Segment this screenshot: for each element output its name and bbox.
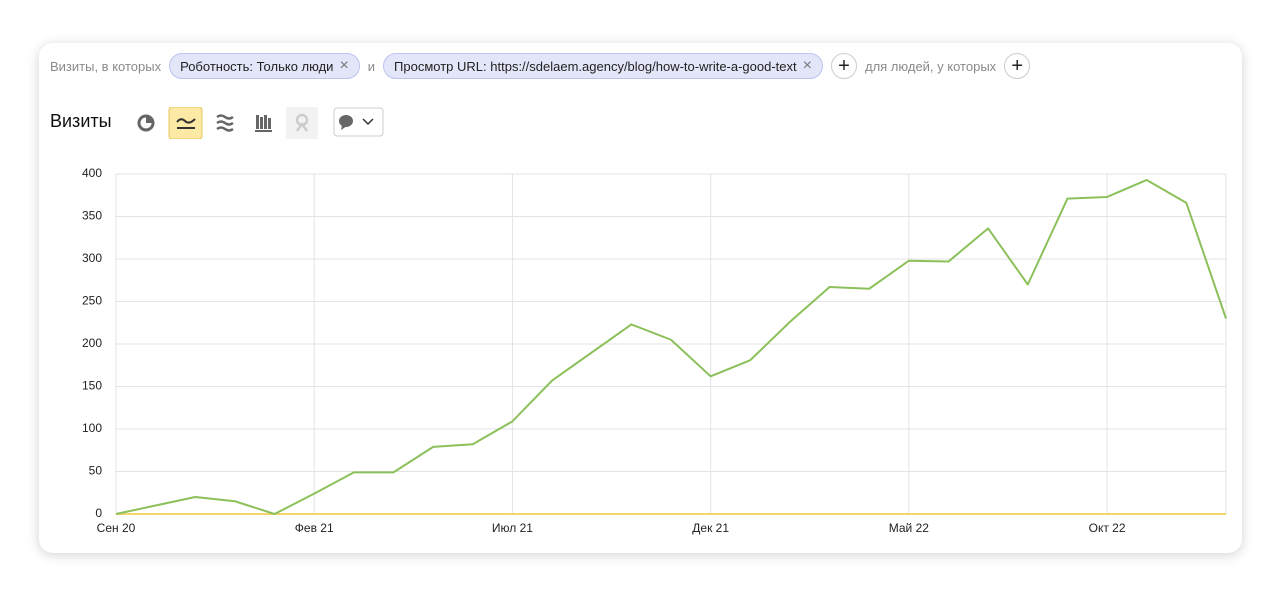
x-tick-label: Май 22 <box>889 521 930 535</box>
filter-chip[interactable]: Роботность: Только люди × <box>169 53 360 79</box>
bar-chart-button[interactable] <box>255 115 272 132</box>
filter-chip[interactable]: Просмотр URL: https://sdelaem.agency/blo… <box>383 53 823 79</box>
add-people-filter-button[interactable]: + <box>1004 53 1031 79</box>
chip-remove[interactable]: × <box>802 57 812 74</box>
report-card: Визиты, в которых Роботность: Только люд… <box>39 43 1242 553</box>
y-tick-label: 250 <box>82 294 102 308</box>
y-tick-label: 350 <box>82 209 102 223</box>
area-chart-button[interactable] <box>216 114 234 132</box>
chart-title: Визиты <box>50 111 112 131</box>
chip-remove[interactable]: × <box>339 57 349 74</box>
line-chart-button[interactable] <box>168 107 203 139</box>
x-tick-label: Окт 22 <box>1089 521 1126 535</box>
y-tick-label: 400 <box>82 166 102 180</box>
y-tick-label: 150 <box>82 379 102 393</box>
x-tick-label: Июл 21 <box>492 521 533 535</box>
y-tick-label: 100 <box>82 421 102 435</box>
filter-prefix: Визиты, в которых <box>50 58 162 74</box>
chip-label: Просмотр URL: https://sdelaem.agency/blo… <box>394 58 797 74</box>
chart: 0 50 100 150 200 250 300 350 400 Сен 20 Фев 21 Июл … <box>82 166 1227 535</box>
annotations-dropdown[interactable] <box>333 107 384 137</box>
y-tick-label: 50 <box>89 464 103 478</box>
add-filter-button[interactable]: + <box>830 53 857 79</box>
series-line <box>115 178 1227 515</box>
people-label: для людей, у которых <box>864 58 997 74</box>
chip-label: Роботность: Только люди <box>180 58 334 74</box>
filter-row: Визиты, в которых Роботность: Только люд… <box>50 53 1031 79</box>
map-button[interactable] <box>286 107 318 139</box>
chart-type-toolbar <box>137 107 384 139</box>
y-tick-label: 0 <box>95 506 102 520</box>
conjunction: и <box>367 58 376 74</box>
x-tick-label: Дек 21 <box>692 521 729 535</box>
y-tick-label: 200 <box>82 336 102 350</box>
y-tick-label: 300 <box>82 251 102 265</box>
x-tick-label: Фев 21 <box>295 521 334 535</box>
pie-chart-button[interactable] <box>137 114 155 132</box>
x-tick-label: Сен 20 <box>97 521 136 535</box>
